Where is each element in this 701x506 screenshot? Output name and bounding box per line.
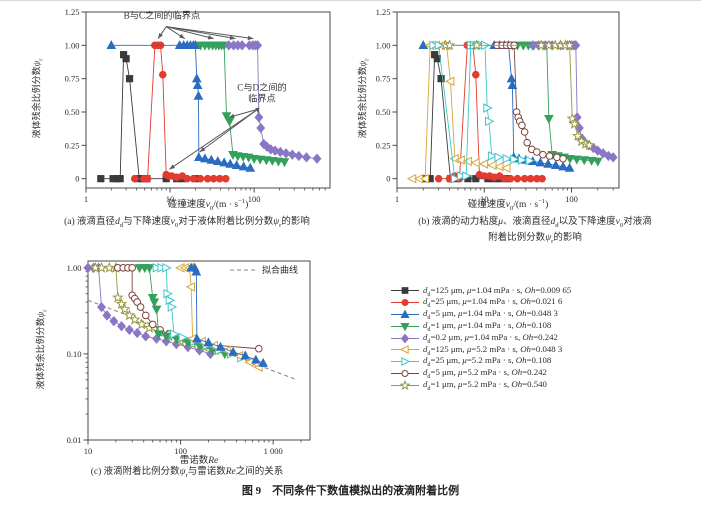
chart-c-canvas: 10 100 1 000 1.00 0.10 0.01 拟合曲线 bbox=[67, 260, 311, 456]
legend-item: dd=1 μm, μ=1.04 mPa · s, Oh=0.108 bbox=[390, 319, 571, 333]
legend-item: dd=25 μm, μ=5.2 mPa · s, Oh=0.108 bbox=[390, 355, 571, 369]
svg-text:0: 0 bbox=[386, 174, 390, 184]
legend-item: dd=5 μm, μ=1.04 mPa · s, Oh=0.048 3 bbox=[390, 308, 571, 321]
svg-text:0.25: 0.25 bbox=[65, 140, 80, 150]
svg-text:100: 100 bbox=[248, 194, 261, 204]
chart-c-xlabel: 雷诺数Re bbox=[179, 456, 219, 466]
legend-item: dd=125 μm, μ=5.2 mPa · s, Oh=0.048 3 bbox=[390, 344, 571, 356]
legend-marker-icon bbox=[391, 287, 419, 295]
legend-item-label: dd=25 μm, μ=1.04 mPa · s, Oh=0.021 6 bbox=[423, 296, 563, 310]
legend-item: dd=0.2 μm, μ=1.04 mPa · s, Oh=0.242 bbox=[390, 332, 571, 344]
chart-a-canvas: 1 10 100 0 0.25 0.50 0.75 1.00 1.25 B与C之间的临界点 C与D之… bbox=[65, 7, 331, 204]
svg-text:0.75: 0.75 bbox=[65, 74, 80, 84]
svg-text:1.25: 1.25 bbox=[376, 7, 391, 17]
legend-marker-icon bbox=[391, 379, 419, 390]
figure-legend: dd=125 μm, μ=1.04 mPa · s, Oh=0.009 65 dd… bbox=[390, 285, 571, 392]
svg-text:1.00: 1.00 bbox=[65, 40, 80, 50]
chart-a-xlabel: 碰撞速度v0/(m · s−1) bbox=[167, 197, 249, 212]
svg-text:100: 100 bbox=[174, 446, 187, 456]
chart-b-caption: (b) 液滴的动力粘度μ、液滴直径dd以及下降速度v0对液滴 附着比例分数ψr的影… bbox=[418, 217, 652, 245]
legend-item: dd=125 μm, μ=1.04 mPa · s, Oh=0.009 65 bbox=[390, 285, 571, 297]
legend-item-label: dd=5 μm, μ=1.04 mPa · s, Oh=0.048 3 bbox=[423, 308, 558, 321]
legend-marker-icon bbox=[391, 333, 419, 343]
svg-text:1 000: 1 000 bbox=[264, 446, 283, 456]
svg-text:C与D之间的: C与D之间的 bbox=[237, 82, 287, 93]
legend-marker-icon bbox=[391, 345, 419, 355]
svg-text:10: 10 bbox=[480, 194, 489, 204]
svg-text:1: 1 bbox=[84, 194, 88, 204]
svg-text:1: 1 bbox=[395, 194, 399, 204]
svg-text:0.10: 0.10 bbox=[67, 349, 82, 359]
svg-text:1.00: 1.00 bbox=[67, 263, 82, 273]
chart-b-xlabel: 碰撞速度v0/(m · s−1) bbox=[467, 197, 549, 212]
chart-a-caption: (a) 液滴直径dd与下降速度v0对于液体附着比例分数ψr的影响 bbox=[64, 217, 310, 229]
svg-text:0.50: 0.50 bbox=[65, 107, 80, 117]
legend-item-label: dd=1 μm, μ=5.2 mPa · s, Oh=0.540 bbox=[423, 378, 547, 392]
page-top-border bbox=[0, 0, 701, 1]
svg-text:拟合曲线: 拟合曲线 bbox=[262, 264, 298, 275]
svg-text:0.50: 0.50 bbox=[376, 107, 391, 117]
svg-text:0.75: 0.75 bbox=[376, 74, 391, 84]
legend-marker-icon bbox=[391, 369, 419, 378]
svg-text:B与C之间的临界点: B与C之间的临界点 bbox=[124, 10, 201, 21]
legend-marker-icon bbox=[391, 357, 419, 367]
legend-marker-icon bbox=[391, 299, 419, 307]
legend-marker-icon bbox=[391, 322, 419, 332]
legend-item: dd=1 μm, μ=5.2 mPa · s, Oh=0.540 bbox=[390, 378, 571, 392]
figure-caption: 图 9 不同条件下数值模拟出的液滴附着比例 bbox=[241, 485, 460, 497]
legend-item-label: dd=125 μm, μ=1.04 mPa · s, Oh=0.009 65 bbox=[423, 284, 572, 298]
svg-text:0.25: 0.25 bbox=[376, 140, 391, 150]
svg-text:临界点: 临界点 bbox=[248, 93, 276, 104]
svg-text:1.25: 1.25 bbox=[65, 7, 80, 17]
legend-item-label: dd=5 μm, μ=5.2 mPa · s, Oh=0.242 bbox=[423, 367, 547, 380]
svg-text:100: 100 bbox=[565, 194, 578, 204]
svg-text:0.01: 0.01 bbox=[67, 435, 82, 445]
svg-text:10: 10 bbox=[166, 194, 175, 204]
legend-item-label: dd=25 μm, μ=5.2 mPa · s, Oh=0.108 bbox=[423, 355, 552, 369]
svg-text:0: 0 bbox=[75, 174, 79, 184]
legend-item: dd=25 μm, μ=1.04 mPa · s, Oh=0.021 6 bbox=[390, 296, 571, 310]
svg-text:10: 10 bbox=[84, 446, 93, 456]
legend-marker-icon bbox=[391, 309, 419, 318]
legend-item-label: dd=125 μm, μ=5.2 mPa · s, Oh=0.048 3 bbox=[423, 343, 563, 357]
legend-item-label: dd=1 μm, μ=1.04 mPa · s, Oh=0.108 bbox=[423, 319, 552, 333]
legend-item: dd=5 μm, μ=5.2 mPa · s, Oh=0.242 bbox=[390, 367, 571, 380]
svg-text:1.00: 1.00 bbox=[376, 40, 391, 50]
chart-c-caption: (c) 液滴附着比例分数ψr与雷诺数Re之间的关系 bbox=[90, 467, 284, 479]
chart-b-canvas: 1 10 100 0 0.25 0.50 0.75 1.00 1.25 bbox=[376, 7, 620, 204]
legend-item-label: dd=0.2 μm, μ=1.04 mPa · s, Oh=0.242 bbox=[423, 331, 558, 345]
